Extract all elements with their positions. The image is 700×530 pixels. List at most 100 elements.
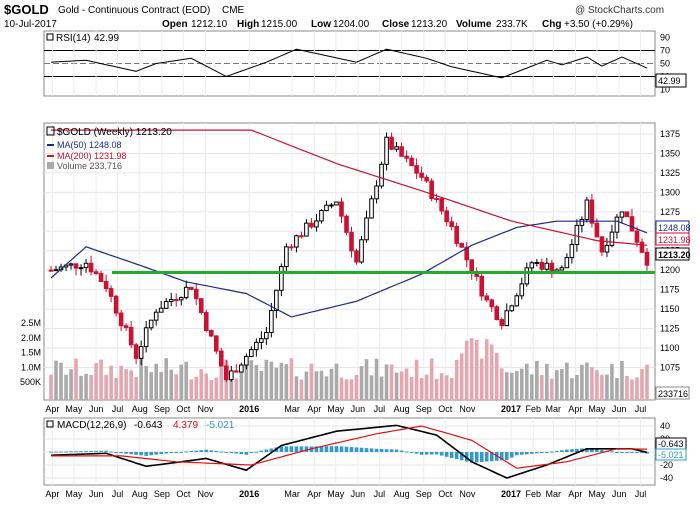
candle-body: [529, 262, 535, 269]
macd-histogram-bar: [439, 452, 444, 456]
volume-bar: [464, 340, 469, 400]
candle-body: [594, 222, 600, 238]
x-tick-label: Oct: [438, 404, 453, 414]
x-tick-label: Nov: [459, 489, 476, 499]
macd-histogram-bar: [630, 451, 634, 453]
volume-bar: [284, 364, 289, 400]
macd-histogram-bar: [134, 452, 138, 455]
volume-bar: [489, 344, 494, 400]
candle-body: [188, 286, 194, 290]
macd-histogram-bar: [354, 447, 359, 452]
candle-body: [444, 210, 449, 223]
macd-histogram-bar: [114, 452, 118, 453]
volume-bar: [184, 361, 189, 400]
volume-bar: [610, 364, 614, 400]
candle-body: [454, 225, 459, 244]
volume-bar: [124, 369, 128, 400]
volume-tick-label: 500K: [20, 377, 41, 387]
macd-histogram-bar: [69, 451, 73, 453]
x-tick-label: Aug: [394, 489, 410, 499]
volume-bar: [595, 370, 599, 400]
volume-bar: [640, 369, 644, 400]
macd-histogram-bar: [535, 452, 539, 454]
candle-body: [599, 236, 605, 253]
candle-body: [203, 311, 209, 332]
volume-bar: [174, 374, 179, 400]
macd-histogram-bar: [244, 452, 249, 455]
rsi-tick-label: 90: [660, 33, 670, 43]
volume-bar: [479, 358, 484, 400]
volume-bar: [59, 362, 63, 400]
macd-histogram-bar: [264, 449, 269, 452]
macd-histogram-bar: [189, 451, 194, 453]
volume-bar: [164, 358, 168, 400]
candle-body: [183, 286, 189, 299]
volume-bar: [565, 362, 569, 400]
volume-bar: [334, 363, 339, 400]
price-legend-title: $GOLD (Weekly) 1213.20: [57, 127, 172, 138]
macd-histogram-bar: [509, 452, 514, 458]
candle-body: [429, 180, 434, 200]
volume-bar: [339, 377, 344, 400]
volume-bar: [179, 364, 184, 400]
macd-histogram-bar: [169, 452, 174, 453]
volume-ticks: 2.5M 2.0M 1.5M 1.0M 500K: [20, 318, 41, 387]
macd-histogram-bar: [84, 451, 88, 453]
price-tick-label: 1300: [660, 187, 680, 197]
x-tick-label: May: [65, 404, 83, 414]
macd-histogram-bar: [329, 446, 334, 452]
quote-date: 10-Jul-2017: [4, 19, 57, 30]
volume-bar: [374, 358, 379, 400]
macd-histogram-bar: [359, 447, 364, 452]
volume-bar: [474, 339, 479, 400]
candle-body: [549, 262, 555, 273]
symbol: $GOLD: [4, 2, 49, 17]
macd-histogram-bar: [124, 452, 128, 454]
volume-bar: [635, 377, 639, 400]
candle-body: [73, 263, 79, 269]
volume-bar: [560, 369, 564, 400]
candle-body: [229, 370, 234, 381]
candle-body: [78, 267, 84, 270]
candle-body: [634, 230, 640, 243]
volume-bar: [99, 359, 103, 400]
volume-bar: [535, 360, 539, 400]
candle-body: [519, 283, 525, 297]
candle-body: [614, 216, 620, 233]
candle-body: [168, 299, 174, 302]
candle-body: [213, 335, 219, 352]
volume-bar: [219, 363, 224, 400]
volume-bar: [309, 363, 314, 400]
volume-bar: [524, 363, 529, 400]
x-tick-label: Jun: [89, 489, 104, 499]
volume-badge-value: 233716: [658, 389, 688, 399]
rsi-tick-label: 70: [660, 46, 670, 56]
volume-bar: [459, 353, 464, 400]
macd-histogram-bar: [550, 451, 554, 453]
x-tick-label: Jul: [635, 489, 647, 499]
ma200-line: [51, 129, 648, 246]
line-layer: [50, 48, 648, 479]
x-tick-label: Feb: [525, 404, 541, 414]
volume-bar: [199, 369, 204, 400]
price-tick-label: 1200: [660, 265, 680, 275]
candle-body: [349, 231, 354, 252]
macd-legend: MACD(12,26,9) -0.643 4.379 -5.021: [46, 420, 235, 431]
x-tick-label: Nov: [198, 404, 215, 414]
x-tick-label: Mar: [546, 489, 562, 499]
macd-histogram-bar: [204, 449, 209, 452]
volume-bar: [259, 370, 264, 400]
exchange: CME: [222, 5, 245, 16]
candle-body: [264, 331, 269, 340]
candle-body: [494, 306, 500, 321]
macd-histogram-bar: [414, 452, 419, 454]
x-tick-label: Feb: [525, 489, 541, 499]
macd-histogram-bar: [239, 452, 244, 455]
volume-bar: [494, 352, 499, 400]
volume-layer: [49, 338, 649, 400]
candle-body: [153, 311, 159, 321]
volume-bar: [154, 363, 158, 400]
x-tick-label: Nov: [198, 489, 215, 499]
volume-bar: [620, 360, 624, 400]
